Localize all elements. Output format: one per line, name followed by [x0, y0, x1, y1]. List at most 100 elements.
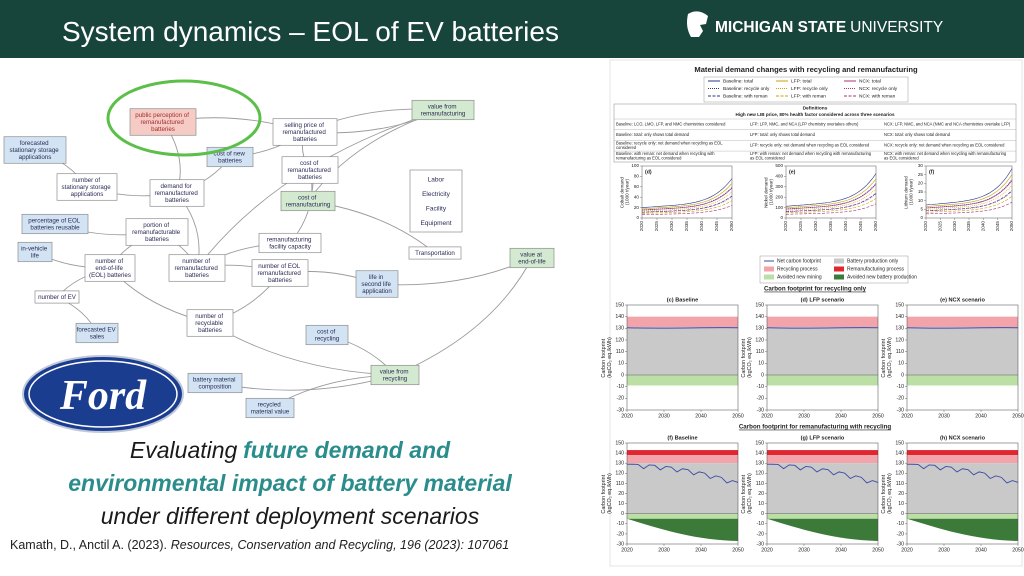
x-tick-label: 2040	[699, 221, 704, 232]
trend-curve	[925, 168, 1013, 206]
y-tick-label: -10	[757, 384, 765, 390]
citation: Kamath, D., Anctil A. (2023). Resources, …	[10, 538, 509, 552]
citation-source: Resources, Conservation and Recycling, 1…	[170, 538, 510, 552]
area-recycling	[907, 455, 1018, 464]
x-tick-label: 2035	[684, 221, 689, 232]
diagram-node	[84, 254, 136, 282]
trend-curve	[641, 195, 733, 213]
x-tick-label: 2040	[975, 547, 987, 553]
definition-cell: LFP: LFP, NMC, and NCA (LFP chemistry ov…	[750, 121, 859, 126]
x-tick-label: 2020	[761, 547, 773, 553]
x-tick-label: 2030	[798, 547, 810, 553]
legend-label: LFP: total	[791, 78, 812, 84]
y-tick-label: -10	[617, 384, 625, 390]
legend-label: Battery production only	[847, 258, 899, 264]
area-avoided-production	[627, 518, 738, 541]
x-tick-label: 2045	[995, 221, 1000, 232]
trend-curve	[925, 185, 1013, 210]
definition-cell: LFP: recycle only: net demand when recyc…	[750, 143, 870, 148]
caption-line: under different deployment scenarios	[0, 500, 580, 533]
area-recycling	[627, 455, 738, 464]
ford-oval	[22, 355, 184, 433]
demand-figure: Material demand changes with recycling a…	[613, 65, 1017, 232]
node-label: value from remanufacturing	[421, 103, 466, 117]
trend-curve	[925, 180, 1013, 209]
diagram-node	[280, 190, 336, 212]
y-tick-label: 150	[615, 302, 624, 308]
area-remanufacturing	[767, 450, 878, 456]
y-tick-label: -10	[897, 521, 905, 527]
x-tick-label: 2030	[669, 221, 674, 232]
y-tick-label: 130	[755, 326, 764, 332]
x-tick-label: 2030	[938, 413, 950, 419]
node-label: number of remanufactured batteries	[174, 257, 219, 278]
x-tick-label: 2040	[843, 221, 848, 232]
trend-curve	[785, 188, 877, 211]
x-tick-label: 2020	[761, 413, 773, 419]
diagram-node	[3, 136, 67, 164]
y-tick-label: 20	[758, 491, 764, 497]
y-tick-label: -20	[757, 396, 765, 402]
cost-factor-label: Equipment	[420, 220, 451, 227]
y-tick-label: 300	[775, 184, 783, 189]
diagram-node	[251, 259, 309, 287]
net-line	[906, 327, 1019, 329]
ford-ring	[28, 360, 178, 428]
definition-cell: NCX: LFP, NMC, and NCA (NMC and NCA chem…	[884, 121, 1011, 126]
node-label: number of EOL remanufactured batteries	[257, 262, 302, 283]
panel-label: (d)	[645, 169, 652, 175]
x-tick-label: 2050	[732, 413, 744, 419]
area-remanufacturing	[627, 450, 738, 456]
area-production	[627, 327, 738, 375]
node-label: number of EV	[38, 294, 77, 301]
x-tick-label: 2050	[873, 221, 878, 232]
node-label: demand for remanufactured batteries	[154, 182, 199, 203]
y-tick-label: -30	[897, 541, 905, 547]
diagram-node	[75, 322, 119, 344]
diagram-node	[149, 179, 205, 207]
definition-cell: NCX: total: only shows total demand	[884, 132, 951, 137]
x-tick-label: 2025	[798, 221, 803, 232]
cost-factor-label: Electricity	[422, 191, 451, 198]
y-tick-label: 140	[755, 314, 764, 320]
legend-label: Recycling process	[777, 266, 818, 272]
y-tick-label: 10	[758, 361, 764, 367]
panel-title: (e) NCX scenario	[940, 297, 985, 303]
trend-curve	[641, 200, 733, 214]
trend-curve	[785, 192, 877, 212]
x-tick-label: 2050	[729, 221, 734, 232]
diagram-node	[370, 364, 420, 386]
trend-curve	[785, 198, 877, 214]
x-tick-label: 2040	[835, 413, 847, 419]
y-axis-title: Carbon footprint (kgCO₂ eq./kWh)	[601, 473, 613, 514]
y-tick-label: -30	[617, 541, 625, 547]
y-tick-label: 0	[761, 511, 764, 517]
legend-label: Baseline: total	[723, 78, 753, 84]
causal-arrow	[394, 257, 533, 376]
y-tick-label: 0	[636, 215, 639, 220]
node-label: number of stationary storage application…	[62, 176, 113, 197]
x-tick-label: 2050	[1012, 547, 1024, 553]
node-label: cost of recycling	[315, 328, 340, 342]
y-tick-label: 80	[634, 174, 640, 179]
node-label: battery material composition	[193, 376, 237, 390]
net-line	[626, 463, 739, 484]
ford-wordmark: Ford	[59, 373, 147, 419]
y-tick-label: -20	[617, 531, 625, 537]
trend-curve	[785, 173, 877, 207]
diagram-node	[168, 254, 226, 282]
y-axis-title: Cobalt demand (1000 t/year)	[620, 176, 630, 208]
x-tick-label: 2050	[732, 547, 744, 553]
definition-cell: NCX: recycle only: net demand when recyc…	[884, 143, 1005, 148]
trend-curve	[785, 183, 877, 210]
y-tick-label: 120	[755, 337, 764, 343]
area-avoided-mining	[767, 513, 878, 519]
x-tick-label: 2020	[783, 221, 788, 232]
area-remanufacturing	[907, 450, 1018, 456]
x-tick-label: 2040	[835, 547, 847, 553]
area-production	[627, 463, 738, 514]
y-tick-label: 140	[615, 314, 624, 320]
y-tick-label: 150	[895, 302, 904, 308]
node-label: recycled material value	[251, 401, 290, 415]
y-tick-label: 10	[618, 361, 624, 367]
